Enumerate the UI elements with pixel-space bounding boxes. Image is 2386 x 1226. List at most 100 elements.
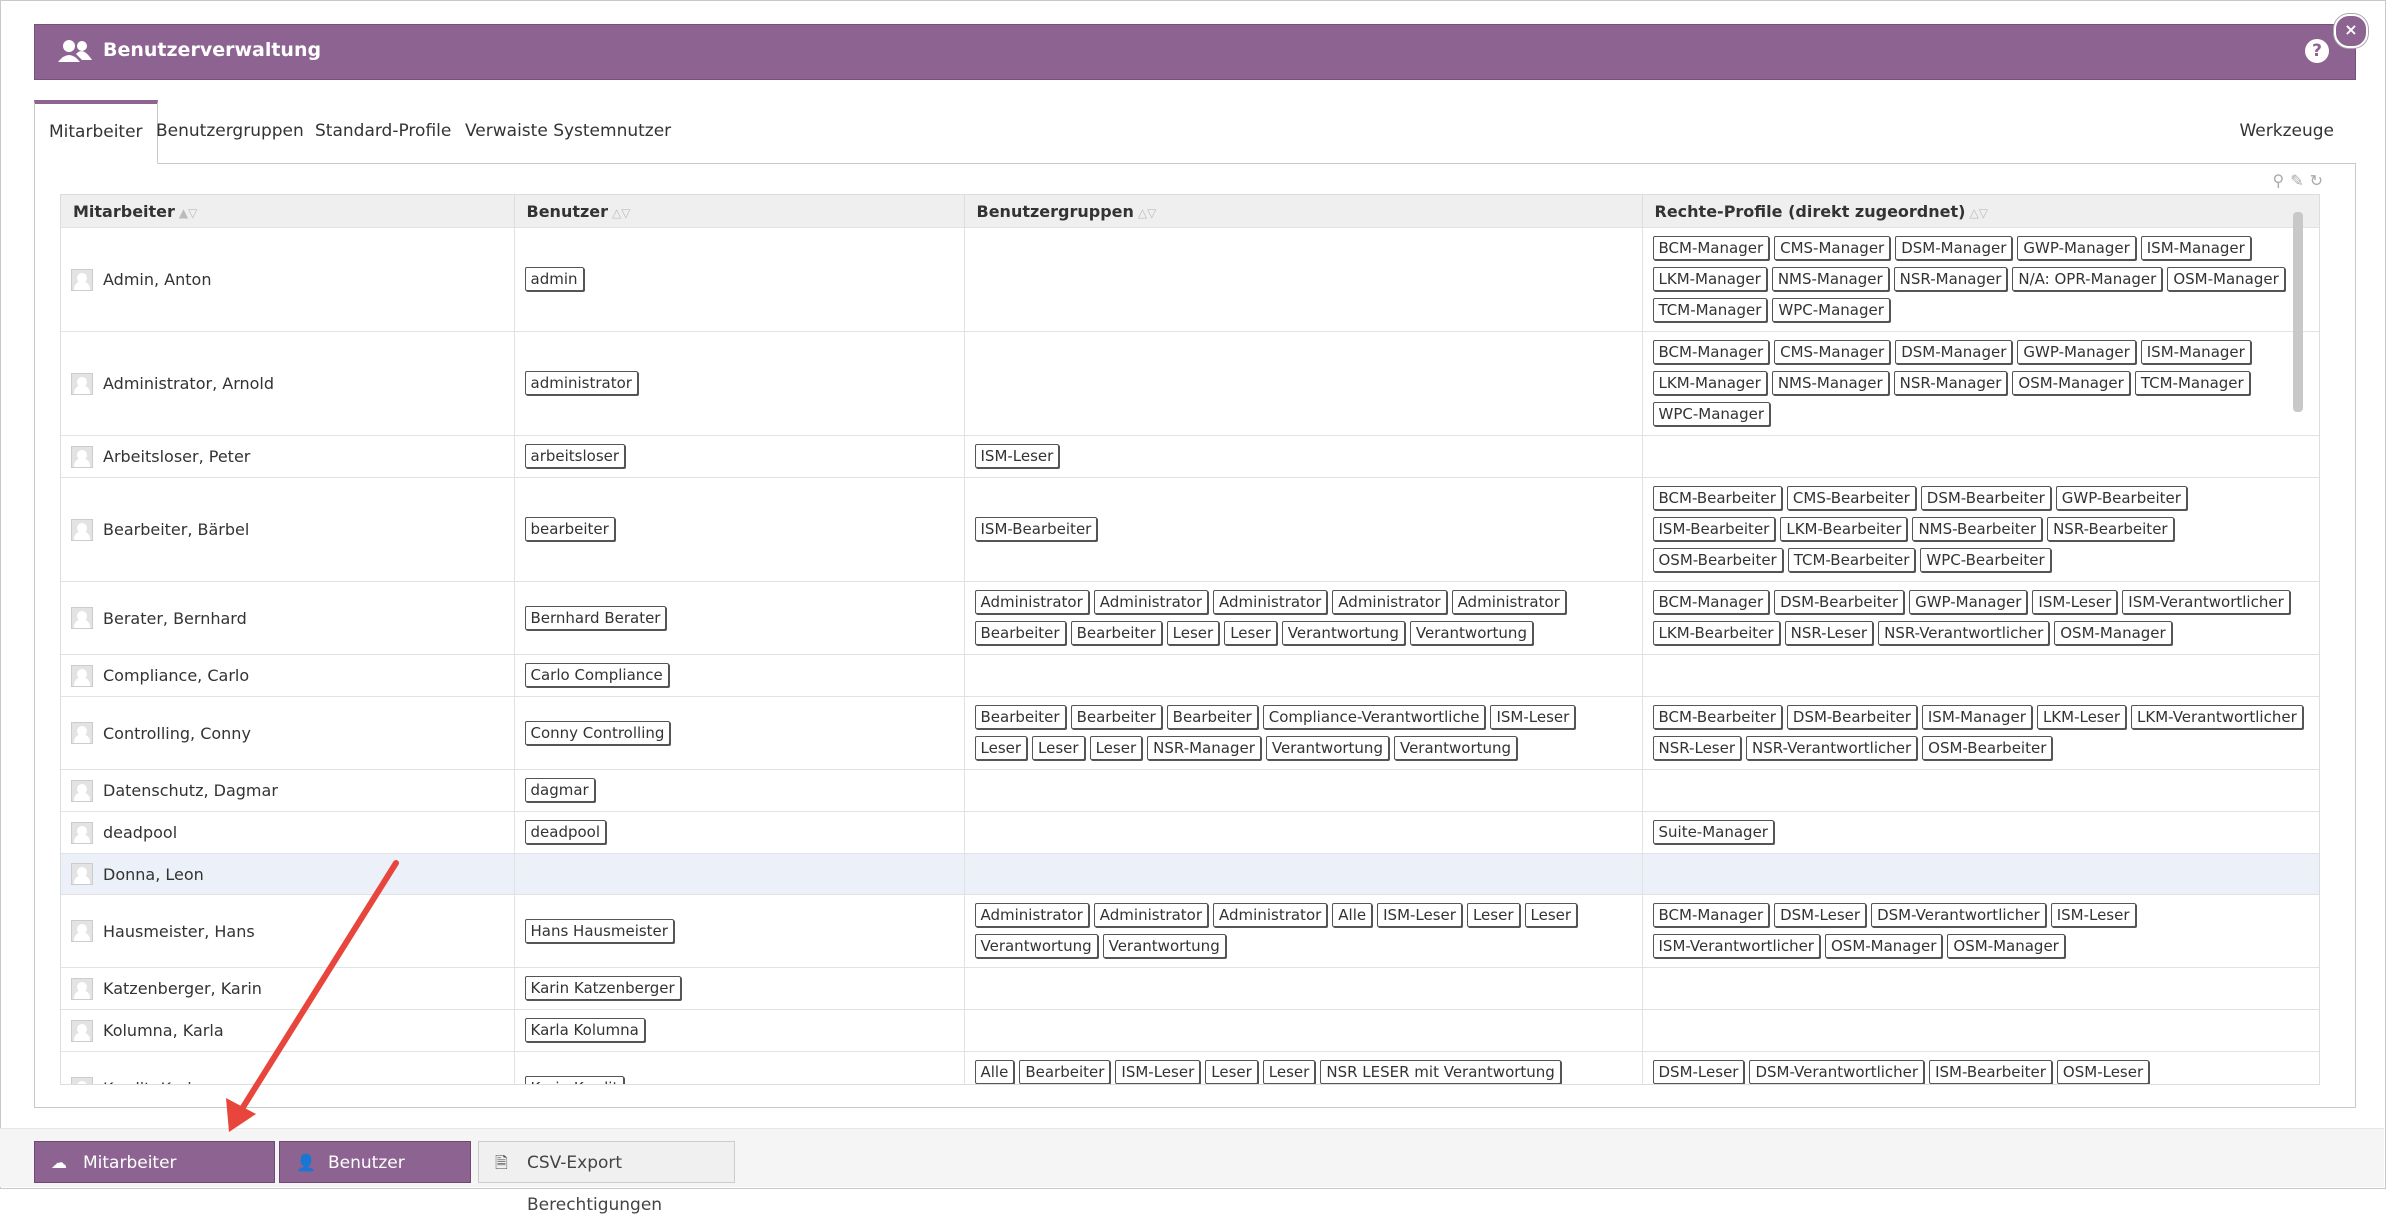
avatar: [71, 664, 93, 687]
group-tag: Administrator: [1332, 590, 1447, 614]
person: Hausmeister, Hans: [71, 920, 504, 942]
tools-menu[interactable]: Werkzeuge: [2239, 121, 2334, 141]
employee-name: Donna, Leon: [103, 864, 204, 884]
tab[interactable]: Benutzergruppen: [156, 121, 304, 141]
group-tag: ISM-Bearbeiter: [974, 517, 1098, 541]
scrollbar[interactable]: [2293, 212, 2303, 412]
profile-tag: ISM-Verantwortlicher: [2122, 590, 2290, 614]
avatar: [71, 518, 93, 541]
tab-bar: Mitarbeiter Benutzergruppen Standard-Pro…: [34, 100, 2356, 164]
groups-cell: [964, 853, 1643, 895]
avatar: [71, 779, 93, 802]
table-tools[interactable]: ⚲✎↻: [2272, 171, 2329, 190]
group-tag: Bearbeiter: [974, 621, 1066, 645]
profile-tag: LKM-Bearbeiter: [1652, 621, 1780, 645]
profile-tag: BCM-Bearbeiter: [1652, 705, 1782, 729]
groups-cell: Bearbeiter Bearbeiter Bearbeiter Compliance…: [964, 696, 1643, 770]
column-header[interactable]: Rechte-Profile (direkt zugeordnet) △▽: [1642, 195, 2319, 228]
profile-tag: LKM-Verantwortlicher: [2131, 705, 2303, 729]
profile-tag: BCM-Manager: [1652, 590, 1770, 614]
group-tag: Leser: [1524, 903, 1578, 927]
employee-name: Berater, Bernhard: [103, 608, 247, 628]
table-row[interactable]: Hausmeister, Hans Hans Hausmeister Adminis…: [61, 894, 2319, 968]
profile-tag: OSM-Bearbeiter: [1922, 736, 2053, 760]
update-button[interactable]: ☁ Mitarbeiter aktualisieren: [34, 1141, 275, 1215]
employee-name: Datenschutz, Dagmar: [103, 781, 278, 800]
panel: ⚲✎↻ Mitarbeiter ▲▽ Benutzer △▽ Benutzergrupp…: [34, 163, 2356, 1108]
csv-export-button[interactable]: 🗎 CSV-Export Berechtigungen: [478, 1141, 735, 1215]
help-button[interactable]: ?: [2305, 39, 2329, 63]
table-row[interactable]: Arbeitsloser, Peter arbeitsloser ISM-Leser: [61, 435, 2319, 478]
profile-tag: TCM-Manager: [2134, 371, 2250, 395]
table-row[interactable]: Datenschutz, Dagmar dagmar: [61, 769, 2319, 812]
group-tag: Verantwortung: [974, 934, 1098, 958]
header-row: Mitarbeiter ▲▽ Benutzer △▽ Benutzergruppen △▽…: [61, 195, 2319, 228]
profile-tag: LKM-Bearbeiter: [1780, 517, 1908, 541]
table-row[interactable]: Bearbeiter, Bärbel bearbeiter ISM-Bearbeit…: [61, 477, 2319, 582]
column-title: Mitarbeiter: [73, 201, 175, 221]
table-row[interactable]: Donna, Leon: [61, 853, 2319, 895]
user-tag: Conny Controlling: [524, 720, 671, 745]
table-row[interactable]: Compliance, Carlo Carlo Compliance: [61, 654, 2319, 697]
avatar: [71, 268, 93, 291]
avatar: [71, 722, 93, 744]
group-tag: Leser: [1466, 903, 1520, 927]
profile-tag: DSM-Verantwortlicher: [1749, 1060, 1925, 1084]
profile-tag: OSM-Manager: [2054, 621, 2172, 645]
user-cell: Karin Kredit: [514, 1051, 965, 1084]
profile-tag: NSR-Leser: [1784, 621, 1874, 645]
groups-cell: [964, 654, 1643, 697]
profile-tag: NSR-Verantwortlicher: [1878, 621, 2050, 645]
table-row[interactable]: Katzenberger, Karin Karin Katzenberger: [61, 967, 2319, 1010]
profile-tag: GWP-Manager: [1909, 590, 2028, 614]
close-button[interactable]: ×: [2334, 14, 2368, 48]
avatar: [71, 977, 93, 1000]
sort-icon: △▽: [1137, 205, 1157, 220]
profiles-cell: BCM-Manager CMS-Manager DSM-Manager GWP-Man…: [1642, 331, 2319, 436]
table-row[interactable]: deadpool deadpool Suite-Manager: [61, 811, 2319, 854]
profile-tag: DSM-Manager: [1895, 340, 2013, 364]
group-tag: Alle: [1332, 903, 1373, 927]
profile-tag: ISM-Manager: [1921, 705, 2032, 729]
person: Administrator, Arnold: [71, 372, 504, 395]
table-row[interactable]: Berater, Bernhard Bernhard Berater Adminis…: [61, 581, 2319, 655]
user-tag: arbeitsloser: [524, 444, 626, 468]
profile-tag: TCM-Manager: [1652, 298, 1768, 322]
profile-tag: DSM-Bearbeiter: [1920, 486, 2051, 510]
employee-name: Administrator, Arnold: [103, 374, 275, 393]
profiles-cell: DSM-Leser DSM-Verantwortlicher ISM-Bearbei…: [1642, 1051, 2319, 1084]
column-header[interactable]: Mitarbeiter ▲▽: [61, 195, 515, 228]
group-tag: ISM-Leser: [1115, 1060, 1201, 1084]
group-tag: Verantwortung: [1102, 934, 1226, 958]
groups-cell: ISM-Leser: [964, 435, 1643, 478]
user-cell: Carlo Compliance: [514, 654, 965, 697]
employee-cell: Datenschutz, Dagmar: [61, 769, 515, 812]
employee-cell: Hausmeister, Hans: [61, 894, 515, 968]
create-user-button[interactable]: 👤 Benutzer anlegen: [279, 1141, 471, 1215]
user-cell: bearbeiter: [514, 477, 965, 582]
tab[interactable]: Standard-Profile: [315, 121, 452, 141]
table-row[interactable]: Admin, Anton admin BCM-Manager CMS-Manager D…: [61, 227, 2319, 332]
button-label: Mitarbeiter aktualisieren: [83, 1153, 193, 1215]
table-row[interactable]: Administrator, Arnold administrator BCM-Ma…: [61, 331, 2319, 436]
tab[interactable]: Verwaiste Systemnutzer: [465, 121, 672, 141]
column-header[interactable]: Benutzergruppen △▽: [964, 195, 1643, 228]
profile-tag: GWP-Manager: [2017, 236, 2136, 260]
user-cell: Conny Controlling: [514, 696, 965, 770]
profile-tag: DSM-Bearbeiter: [1774, 590, 1905, 614]
person: Arbeitsloser, Peter: [71, 445, 504, 468]
employee-cell: Donna, Leon: [61, 853, 515, 895]
column-header[interactable]: Benutzer △▽: [514, 195, 965, 228]
group-tag: Verantwortung: [1393, 736, 1518, 760]
table-row[interactable]: Kolumna, Karla Karla Kolumna: [61, 1009, 2319, 1052]
person: Donna, Leon: [71, 863, 504, 885]
table-row[interactable]: Controlling, Conny Conny Controlling Bearb…: [61, 696, 2319, 770]
tab[interactable]: Mitarbeiter: [34, 100, 158, 164]
group-tag: Bearbeiter: [974, 705, 1066, 729]
profile-tag: NSR-Leser: [1652, 736, 1742, 760]
user-cell: admin: [514, 227, 965, 332]
profiles-cell: BCM-Bearbeiter DSM-Bearbeiter ISM-Manager L…: [1642, 696, 2319, 770]
employee-cell: Arbeitsloser, Peter: [61, 435, 515, 478]
